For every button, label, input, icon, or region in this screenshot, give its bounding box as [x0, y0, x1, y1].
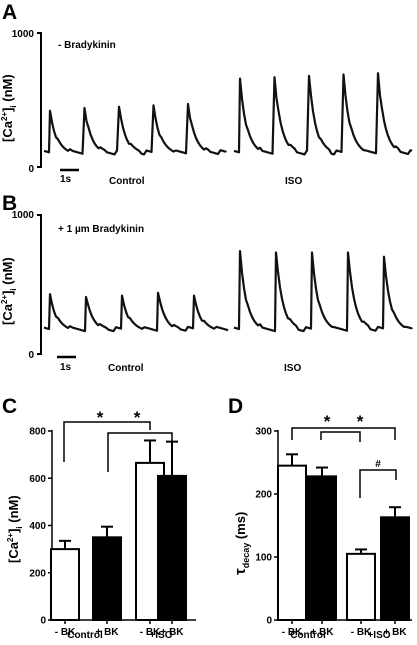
panel-d-bars: - BK + BK - BK + BK [277, 453, 410, 638]
panel-c-sig-bracket-2 [107, 432, 173, 472]
panel-c-ytick-label: 400 [29, 521, 46, 532]
panel-c-group-iso: +ISO [149, 630, 172, 641]
panel-b-ytick-top: 1000 [12, 210, 35, 221]
panel-d-bar [307, 475, 337, 621]
panel-a-trace [43, 72, 413, 156]
panel-d-group-iso: +ISO [367, 630, 390, 641]
panel-c-letter: C [2, 395, 17, 418]
panel-c-ytick-label: 0 [40, 616, 46, 627]
panel-d-ytick-label: 100 [255, 553, 272, 564]
panel-a-condition-control: Control [109, 176, 145, 187]
panel-c-bar [157, 474, 187, 622]
panel-c-ytick-label: 600 [29, 474, 46, 485]
panel-a-scale-bar-label: 1s [60, 174, 72, 185]
panel-d-bar [277, 464, 307, 621]
panel-d-bar [346, 552, 376, 621]
panel-d-category-label: - BK [282, 627, 303, 638]
panel-c-ytick-label: 200 [29, 568, 46, 579]
panel-a-ylabel: [Ca2+]i (nM) [0, 74, 18, 142]
panel-b-trace [43, 250, 413, 333]
panel-d-ytick-label: 200 [255, 490, 272, 501]
panel-b-condition-iso: ISO [284, 363, 301, 374]
panel-d-ytick-label: 0 [266, 616, 272, 627]
panel-c-group-control: Control [67, 630, 103, 641]
panel-d-ytick-label: 300 [255, 427, 272, 438]
panel-d-category-label: + BK [310, 627, 334, 638]
panel-c-bar [92, 536, 122, 621]
panel-c-category-label: - BK [140, 627, 161, 638]
panel-b-condition-control: Control [108, 363, 144, 374]
panel-c-sig-bracket-1 [63, 421, 151, 462]
panel-b: B 1000 0 [Ca2+]i (nM) + 1 µm Bradykinin … [0, 192, 413, 374]
panel-d-category-label: + BK [383, 627, 407, 638]
panel-a-condition-iso: ISO [285, 176, 302, 187]
panel-c-bar [50, 548, 80, 621]
panel-c-category-label: + BK [95, 627, 119, 638]
panel-c-star-1: * [97, 408, 104, 427]
panel-d-sig-bracket-2 [320, 431, 361, 442]
panel-d-hash: # [375, 459, 381, 470]
panel-b-ylabel: [Ca2+]i (nM) [0, 257, 18, 325]
panel-b-ytick-bottom: 0 [28, 350, 34, 361]
panel-d-bar [380, 516, 410, 621]
panel-b-scale-bar-label: 1s [60, 362, 72, 373]
panel-b-annotation: + 1 µm Bradykinin [58, 224, 144, 235]
panel-d: D τdecay (ms) 0 100 200 300 - BK + BK - BK + B… [228, 395, 412, 641]
panel-b-letter: B [2, 192, 17, 215]
panel-d-star-2: * [357, 412, 364, 431]
panel-d-ylabel: τdecay (ms) [232, 512, 251, 575]
panel-d-letter: D [228, 395, 243, 418]
panel-a-annotation: - Bradykinin [58, 40, 116, 51]
panel-d-star-1: * [324, 412, 331, 431]
panel-a: A 1000 0 [Ca2+]i (nM) - Bradykinin 1s Co… [0, 1, 413, 187]
panel-c-star-2: * [134, 408, 141, 427]
panel-d-group-control: Control [290, 630, 326, 641]
panel-a-ytick-top: 1000 [12, 29, 35, 40]
panel-a-ytick-bottom: 0 [28, 164, 34, 175]
panel-d-sig-bracket-1 [291, 427, 396, 440]
panel-c-category-label: - BK [55, 627, 76, 638]
panel-c-bars: - BK + BK - BK + BK [50, 439, 187, 638]
panel-c-ylabel: [Ca2+]i (nM) [6, 495, 24, 563]
panel-c-ytick-label: 800 [29, 427, 46, 438]
panel-a-letter: A [2, 1, 17, 24]
panel-d-sig-bracket-3 [359, 469, 397, 498]
panel-c-category-label: + BK [160, 627, 184, 638]
panel-d-category-label: - BK [351, 627, 372, 638]
